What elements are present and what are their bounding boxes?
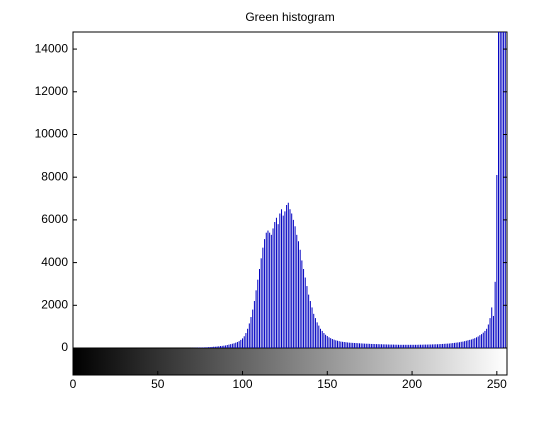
y-tick-label: 6000 — [41, 212, 68, 226]
colorbar — [72, 347, 508, 376]
y-tick-label: 2000 — [41, 297, 68, 311]
x-tick-label: 100 — [233, 377, 253, 391]
y-tick-label: 4000 — [41, 255, 68, 269]
y-tick-label: 0 — [61, 340, 68, 354]
y-tick-label: 14000 — [35, 41, 69, 55]
y-tick-label: 10000 — [35, 127, 69, 141]
y-tick-label: 12000 — [35, 84, 69, 98]
x-tick-label: 250 — [487, 377, 507, 391]
x-tick-label: 150 — [317, 377, 337, 391]
chart-title: Green histogram — [245, 10, 334, 24]
x-tick-label: 0 — [70, 377, 77, 391]
y-tick-label: 8000 — [41, 169, 68, 183]
x-tick-label: 50 — [151, 377, 165, 391]
x-tick-label: 200 — [402, 377, 422, 391]
stems — [191, 32, 506, 348]
